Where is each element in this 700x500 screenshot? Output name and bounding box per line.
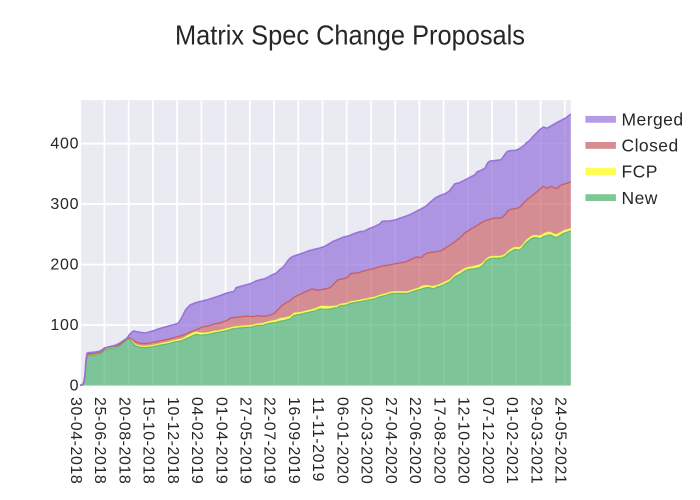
svg-text:15-10-2018: 15-10-2018 — [140, 397, 157, 484]
svg-text:Merged: Merged — [622, 110, 684, 130]
svg-text:11-11-2019: 11-11-2019 — [309, 397, 326, 482]
svg-text:300: 300 — [50, 196, 79, 213]
svg-text:20-08-2018: 20-08-2018 — [115, 397, 132, 484]
svg-text:06-01-2020: 06-01-2020 — [333, 397, 350, 484]
svg-text:29-03-2021: 29-03-2021 — [527, 397, 544, 484]
svg-text:24-05-2021: 24-05-2021 — [552, 397, 569, 484]
svg-text:16-09-2019: 16-09-2019 — [285, 397, 302, 484]
svg-text:12-10-2020: 12-10-2020 — [455, 397, 472, 484]
svg-text:30-04-2018: 30-04-2018 — [67, 397, 84, 484]
svg-text:27-04-2020: 27-04-2020 — [382, 397, 399, 484]
svg-text:25-06-2018: 25-06-2018 — [91, 397, 108, 484]
svg-text:100: 100 — [50, 317, 79, 334]
svg-text:02-03-2020: 02-03-2020 — [358, 397, 375, 484]
svg-text:07-12-2020: 07-12-2020 — [479, 397, 496, 484]
svg-text:200: 200 — [50, 257, 79, 274]
svg-text:400: 400 — [50, 136, 79, 153]
svg-text:01-02-2021: 01-02-2021 — [503, 397, 520, 484]
svg-text:17-08-2020: 17-08-2020 — [430, 397, 447, 484]
svg-text:27-05-2019: 27-05-2019 — [237, 397, 254, 484]
svg-text:04-02-2019: 04-02-2019 — [188, 397, 205, 484]
svg-text:Matrix Spec Change Proposals: Matrix Spec Change Proposals — [175, 20, 525, 51]
svg-text:01-04-2019: 01-04-2019 — [212, 397, 229, 484]
svg-text:10-12-2018: 10-12-2018 — [164, 397, 181, 484]
svg-text:0: 0 — [70, 378, 80, 395]
svg-text:New: New — [622, 188, 658, 208]
svg-text:FCP: FCP — [622, 162, 658, 182]
svg-text:Closed: Closed — [622, 136, 679, 156]
svg-text:22-06-2020: 22-06-2020 — [406, 397, 423, 484]
svg-text:22-07-2019: 22-07-2019 — [261, 397, 278, 484]
